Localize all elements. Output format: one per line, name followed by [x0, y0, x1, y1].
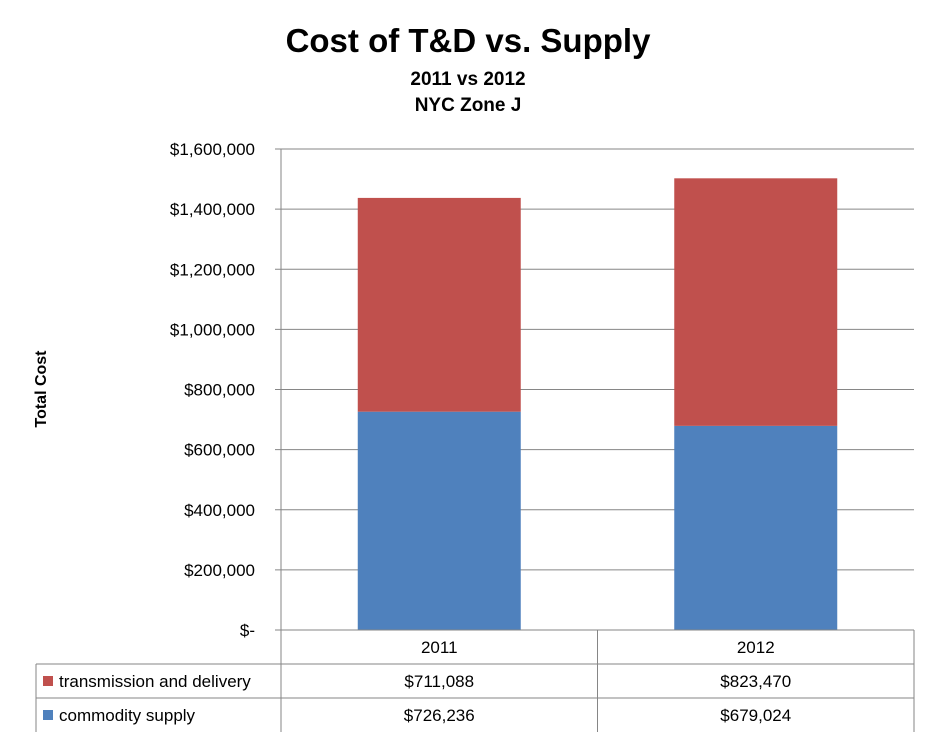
data-label: $711,088 — [404, 672, 474, 691]
y-axis-label: Total Cost — [33, 350, 50, 428]
x-category-label: 2012 — [737, 638, 775, 657]
legend-swatch — [43, 710, 53, 720]
legend-entry: commodity supply — [59, 706, 196, 725]
bar-segment — [357, 197, 521, 412]
chart-subtitle: 2011 vs 2012 — [410, 69, 525, 90]
y-tick-label: $400,000 — [184, 501, 255, 520]
legend-entry: transmission and delivery — [59, 672, 251, 691]
bar-segment — [674, 425, 838, 630]
bar-segment — [674, 178, 838, 426]
legend-swatch — [43, 676, 53, 686]
y-tick-label: $1,000,000 — [170, 320, 255, 339]
data-label: $726,236 — [404, 706, 475, 725]
bar-segment — [357, 411, 521, 630]
data-label: $679,024 — [720, 706, 791, 725]
data-label: $823,470 — [720, 672, 791, 691]
y-tick-label: $800,000 — [184, 381, 255, 400]
y-tick-label: $- — [240, 621, 255, 640]
y-tick-label: $200,000 — [184, 561, 255, 580]
y-tick-label: $1,600,000 — [170, 140, 255, 159]
y-tick-label: $1,400,000 — [170, 200, 255, 219]
chart-subtitle: NYC Zone J — [415, 95, 522, 116]
x-category-label: 2011 — [421, 638, 458, 657]
y-tick-label: $600,000 — [184, 441, 255, 460]
chart-title: Cost of T&D vs. Supply — [286, 22, 652, 59]
y-tick-label: $1,200,000 — [170, 260, 255, 279]
